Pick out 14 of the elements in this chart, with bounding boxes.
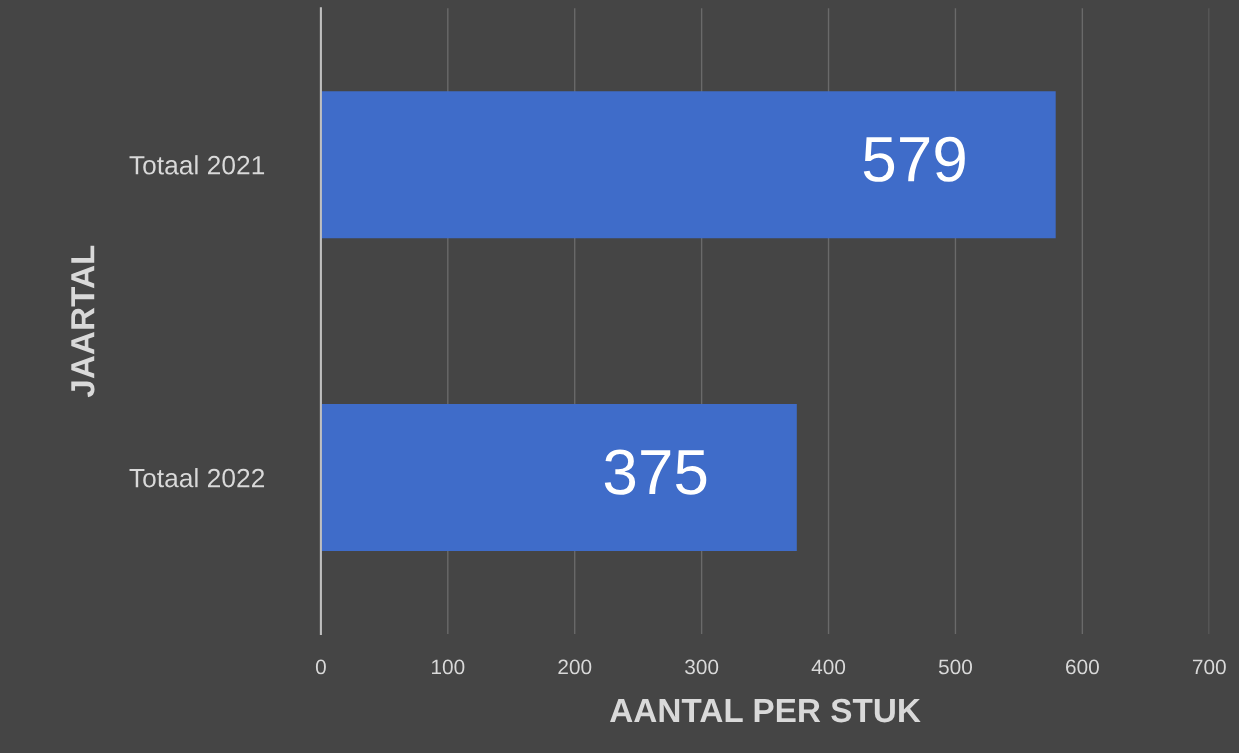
- x-axis-title: AANTAL PER STUK: [610, 698, 921, 723]
- y-axis-title: JAARTAL: [71, 245, 95, 398]
- y-tick-label: Totaal 2022: [129, 468, 265, 488]
- y-tick-label: Totaal 2021: [129, 155, 265, 175]
- x-tick-label: 200: [558, 659, 592, 675]
- x-tick-label: 0: [315, 659, 326, 675]
- x-tick-label: 300: [685, 659, 719, 675]
- x-tick-label: 500: [938, 659, 973, 675]
- data-label: 579: [863, 136, 965, 182]
- x-tick-label: 600: [1066, 659, 1099, 675]
- x-tick-label: 100: [432, 659, 465, 675]
- x-tick-label: 700: [1192, 659, 1226, 675]
- data-label: 375: [604, 449, 707, 495]
- x-tick-label: 400: [811, 659, 846, 675]
